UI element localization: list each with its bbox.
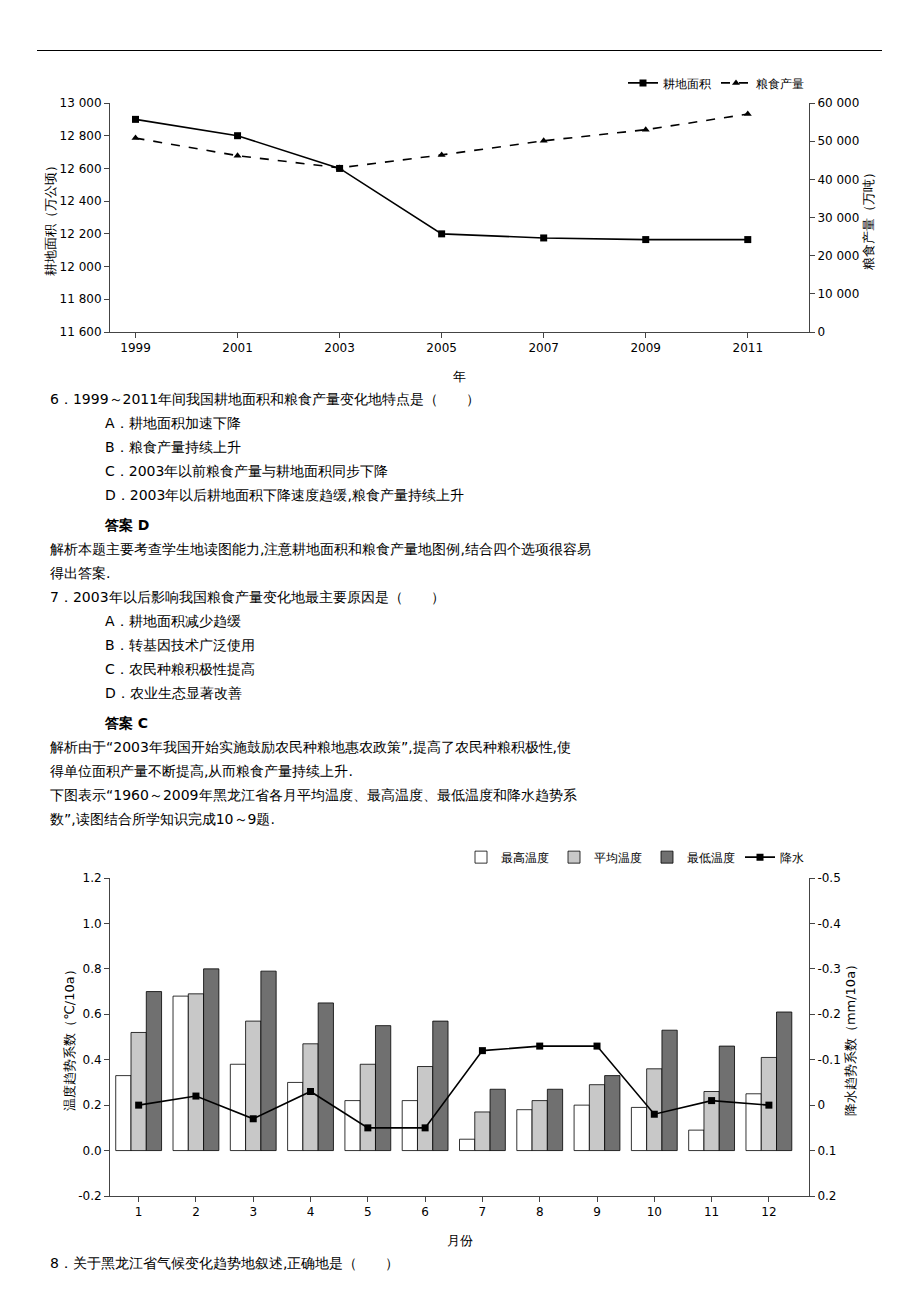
svg-text:粮食产量（万吨）: 粮食产量（万吨）	[861, 166, 876, 270]
svg-text:0.4: 0.4	[83, 1053, 102, 1067]
html-text:答案 D: 答案 D	[105, 517, 150, 533]
svg-text:40 000: 40 000	[817, 173, 859, 187]
svg-text:0.8: 0.8	[83, 962, 102, 976]
svg-text:20 000: 20 000	[817, 249, 859, 263]
svg-text:0.0: 0.0	[83, 1144, 102, 1158]
svg-text:7: 7	[479, 1205, 487, 1219]
svg-text:3: 3	[249, 1205, 257, 1219]
svg-text:11 600: 11 600	[60, 325, 102, 339]
svg-text:耕地面积: 耕地面积	[663, 77, 711, 91]
svg-text:2011: 2011	[732, 341, 763, 355]
svg-text:2001: 2001	[222, 341, 253, 355]
svg-text:12 000: 12 000	[60, 260, 102, 274]
html-text:6．1999～2011年间我国耕地面积和粮食产量变化地特点是: 6．1999～2011年间我国耕地面积和粮食产量变化地特点是（ ）	[50, 391, 481, 407]
svg-text:11 800: 11 800	[60, 292, 102, 306]
svg-text:0.2: 0.2	[83, 1098, 102, 1112]
svg-text:0.6: 0.6	[83, 1007, 102, 1021]
svg-text:0: 0	[817, 325, 825, 339]
svg-text:50 000: 50 000	[817, 134, 859, 148]
svg-text:12 800: 12 800	[60, 129, 102, 143]
html-text:解析由于“2003年我国开始实施鼓励农民种粮地惠农政策”,提: 解析由于“2003年我国开始实施鼓励农民种粮地惠农政策”,提高了农民种粮积极性,…	[50, 739, 571, 755]
svg-text:12 200: 12 200	[60, 227, 102, 241]
svg-text:13 000: 13 000	[60, 96, 102, 110]
html-text:B．粮食产量持续上升: B．粮食产量持续上升	[105, 439, 241, 455]
svg-text:1999: 1999	[120, 341, 151, 355]
svg-text:1.0: 1.0	[83, 917, 102, 931]
html-text:C．农民种粮积极性提高: C．农民种粮积极性提高	[105, 661, 255, 677]
svg-text:最高温度: 最高温度	[501, 851, 549, 865]
svg-text:2009: 2009	[630, 341, 661, 355]
svg-text:平均温度: 平均温度	[594, 851, 642, 865]
html-text:7．2003年以后影响我国粮食产量变化地最主要原因是（ ）: 7．2003年以后影响我国粮食产量变化地最主要原因是（ ）	[50, 589, 445, 605]
svg-text:降水趋势系数（mm/10a）: 降水趋势系数（mm/10a）	[843, 958, 858, 1116]
svg-text:9: 9	[593, 1205, 601, 1219]
svg-text:60 000: 60 000	[817, 96, 859, 110]
svg-text:-0.5: -0.5	[817, 871, 840, 885]
svg-text:2003: 2003	[324, 341, 355, 355]
svg-text:-0.3: -0.3	[817, 962, 840, 976]
html-text:B．转基因技术广泛使用: B．转基因技术广泛使用	[105, 637, 255, 653]
svg-text:-0.1: -0.1	[817, 1053, 840, 1067]
svg-text:5: 5	[364, 1205, 372, 1219]
svg-text:30 000: 30 000	[817, 211, 859, 225]
svg-text:-0.2: -0.2	[78, 1189, 101, 1203]
svg-text:2007: 2007	[528, 341, 559, 355]
html-text:A．耕地面积减少趋缓: A．耕地面积减少趋缓	[105, 613, 241, 629]
svg-text:12 400: 12 400	[60, 194, 102, 208]
html-text:下图表示“1960～2009年黑龙江省各月平均温度、最高温度: 下图表示“1960～2009年黑龙江省各月平均温度、最高温度、最低温度和降水趋势…	[50, 787, 577, 803]
svg-text:温度趋势系数（℃/10a）: 温度趋势系数（℃/10a）	[62, 963, 77, 1111]
html-text:A．耕地面积加速下降: A．耕地面积加速下降	[105, 415, 241, 431]
svg-text:1: 1	[135, 1205, 143, 1219]
svg-text:0.2: 0.2	[817, 1189, 836, 1203]
svg-text:降水: 降水	[780, 851, 804, 865]
svg-text:8: 8	[536, 1205, 544, 1219]
svg-text:2: 2	[192, 1205, 200, 1219]
html-text:D．农业生态显著改善: D．农业生态显著改善	[105, 685, 242, 701]
html-text:答案 C: 答案 C	[105, 715, 149, 731]
svg-text:0.1: 0.1	[817, 1144, 836, 1158]
html-text:C．2003年以前粮食产量与耕地面积同步下降: C．2003年以前粮食产量与耕地面积同步下降	[105, 463, 389, 479]
svg-text:1.2: 1.2	[83, 871, 102, 885]
html-text:解析本题主要考查学生地读图能力,注意耕地面积和粮食产量地图例: 解析本题主要考查学生地读图能力,注意耕地面积和粮食产量地图例,结合四个选项很容易	[50, 541, 591, 557]
html-text:D．2003年以后耕地面积下降速度趋缓,粮食产量持续上升: D．2003年以后耕地面积下降速度趋缓,粮食产量持续上升	[105, 487, 464, 503]
svg-text:6: 6	[421, 1205, 429, 1219]
svg-text:-0.2: -0.2	[817, 1007, 840, 1021]
svg-text:11: 11	[704, 1205, 719, 1219]
svg-text:粮食产量: 粮食产量	[756, 77, 804, 91]
html-text:数”,读图结合所学知识完成10～9题.: 数”,读图结合所学知识完成10～9题.	[50, 811, 275, 827]
html-text:得出答案.: 得出答案.	[50, 565, 111, 581]
html-text:得单位面积产量不断提高,从而粮食产量持续上升.: 得单位面积产量不断提高,从而粮食产量持续上升.	[50, 763, 353, 779]
svg-text:0: 0	[817, 1098, 825, 1112]
svg-text:10: 10	[647, 1205, 662, 1219]
svg-text:10 000: 10 000	[817, 287, 859, 301]
svg-text:耕地面积（万公顷）: 耕地面积（万公顷）	[43, 159, 58, 276]
svg-text:2005: 2005	[426, 341, 457, 355]
svg-text:-0.4: -0.4	[817, 917, 840, 931]
svg-text:月份: 月份	[447, 1233, 473, 1248]
svg-text:年: 年	[453, 369, 466, 384]
svg-text:4: 4	[307, 1205, 315, 1219]
html-text:8．关于黑龙江省气候变化趋势地叙述,正确地是（ ）: 8．关于黑龙江省气候变化趋势地叙述,正确地是（ ）	[50, 1255, 400, 1271]
svg-text:12 600: 12 600	[60, 162, 102, 176]
svg-text:最低温度: 最低温度	[687, 851, 735, 865]
svg-text:12: 12	[761, 1205, 776, 1219]
